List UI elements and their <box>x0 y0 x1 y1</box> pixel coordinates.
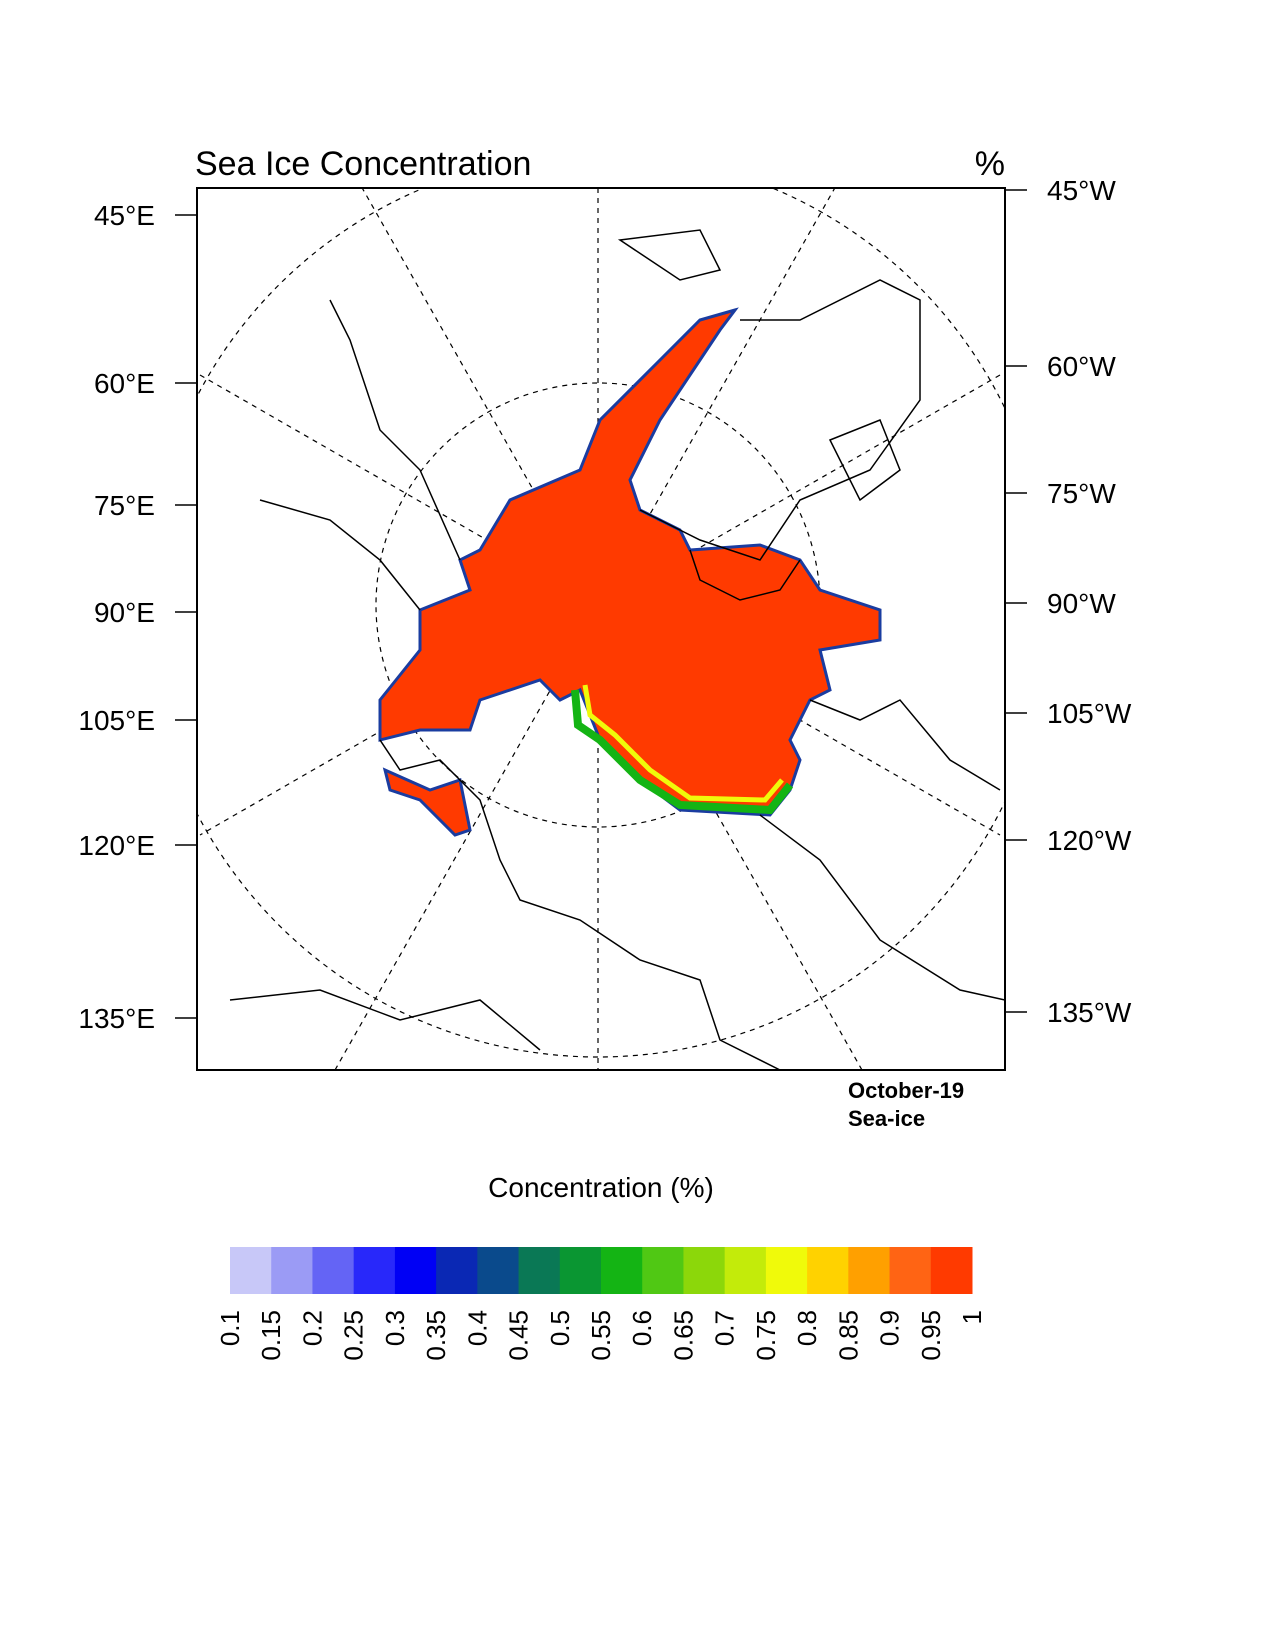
colorbar-label: 0.25 <box>339 1310 369 1361</box>
lon-label: 75°E <box>94 490 155 521</box>
colorbar-box <box>930 1247 973 1294</box>
colorbar-box <box>394 1247 437 1294</box>
colorbar-label: 0.3 <box>380 1310 410 1346</box>
lon-label: 135°W <box>1047 997 1132 1028</box>
lon-label: 120°E <box>78 830 155 861</box>
colorbar-box <box>230 1247 272 1294</box>
colorbar-label: 0.75 <box>751 1310 781 1361</box>
lon-label: 45°E <box>94 200 155 231</box>
lon-label: 135°E <box>78 1003 155 1034</box>
colorbar-label: 0.5 <box>545 1310 575 1346</box>
lon-label: 60°E <box>94 368 155 399</box>
lon-label: 75°W <box>1047 478 1116 509</box>
colorbar-box <box>807 1247 849 1294</box>
colorbar-box <box>642 1247 684 1294</box>
lon-label: 105°E <box>78 705 155 736</box>
map <box>197 188 1005 1070</box>
colorbar-box <box>271 1247 313 1294</box>
colorbar-box <box>559 1247 602 1294</box>
coastline <box>229 229 1005 1070</box>
ice-edge <box>582 684 784 803</box>
title: Sea Ice Concentration <box>195 145 531 183</box>
sea-ice <box>378 307 882 817</box>
colorbar-box <box>518 1247 561 1294</box>
colorbar-label: 0.4 <box>462 1310 492 1346</box>
colorbar-label: 0.1 <box>215 1310 245 1346</box>
colorbar-label: 0.55 <box>586 1310 616 1361</box>
colorbar-label: 1 <box>957 1310 987 1324</box>
map-frame <box>196 187 1006 1071</box>
ice-edge <box>571 689 794 815</box>
colorbar-box <box>436 1247 478 1294</box>
colorbar-label: 0.65 <box>668 1310 698 1361</box>
lon-label: 60°W <box>1047 351 1116 382</box>
lon-label: 90°W <box>1047 588 1116 619</box>
lon-label: 90°E <box>94 597 155 628</box>
colorbar-box <box>353 1247 396 1294</box>
colorbar-label: 0.45 <box>504 1310 534 1361</box>
colorbar-label: 0.2 <box>297 1310 327 1346</box>
colorbar-label: 0.6 <box>627 1310 657 1346</box>
lon-label: 120°W <box>1047 825 1132 856</box>
colorbar-label: 0.35 <box>421 1310 451 1361</box>
colorbar-title: Concentration (%) <box>488 1172 714 1203</box>
colorbar-label: 0.8 <box>792 1310 822 1346</box>
sea-ice <box>382 767 472 837</box>
colorbar-label: 0.95 <box>916 1310 946 1361</box>
colorbar-box <box>848 1247 891 1294</box>
colorbar-box <box>683 1247 726 1294</box>
colorbar-box <box>312 1247 355 1294</box>
annotation: Sea-ice <box>848 1106 925 1131</box>
colorbar-label: 0.15 <box>256 1310 286 1361</box>
colorbar-box <box>724 1247 767 1294</box>
colorbar-label: 0.9 <box>875 1310 905 1346</box>
colorbar-box <box>477 1247 520 1294</box>
units: % <box>975 145 1005 183</box>
colorbar-box <box>601 1247 643 1294</box>
colorbar-box <box>889 1247 932 1294</box>
annotation: October-19 <box>848 1078 964 1103</box>
colorbar-label: 0.85 <box>833 1310 863 1361</box>
lon-label: 45°W <box>1047 175 1116 206</box>
lon-label: 105°W <box>1047 698 1132 729</box>
colorbar-label: 0.7 <box>710 1310 740 1346</box>
colorbar-box <box>765 1247 808 1294</box>
